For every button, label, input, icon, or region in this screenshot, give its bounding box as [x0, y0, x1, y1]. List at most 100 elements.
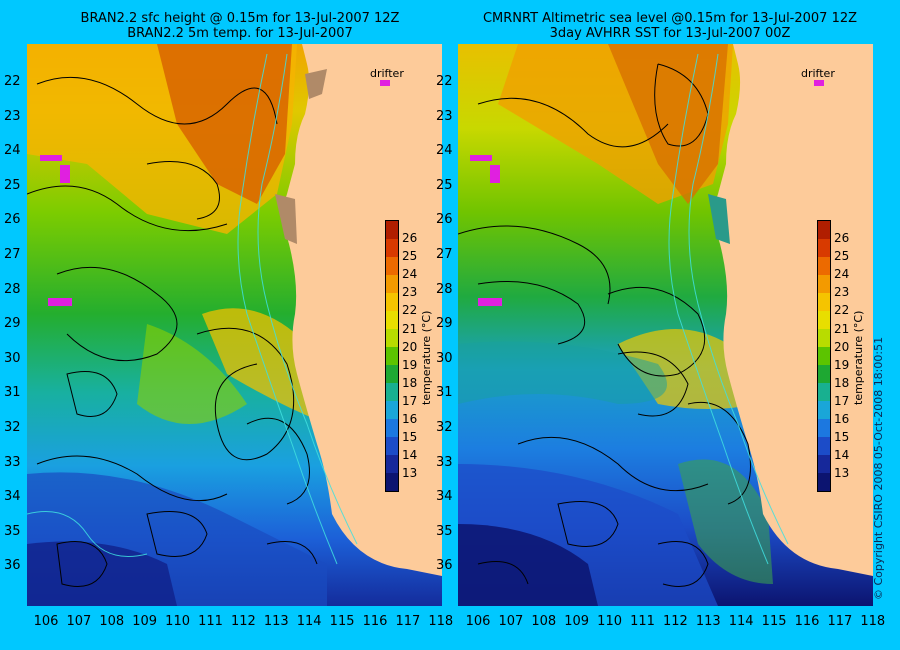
left-colorbar-segment — [386, 347, 398, 366]
australia-land — [283, 44, 442, 576]
left-lon-tick: 114 — [296, 614, 322, 629]
right-lat-tick: 22 — [436, 74, 453, 89]
right-colorbar-axis-label: temperature (°C) — [852, 310, 865, 405]
left-colorbar-segment — [386, 383, 398, 402]
left-colorbar-tick: 13 — [402, 466, 418, 481]
left-colorbar-tick: 19 — [402, 357, 418, 372]
right-colorbar-tick: 26 — [834, 231, 850, 245]
left-lon-tick: 109 — [132, 614, 158, 629]
drifter-label-right: drifter — [801, 67, 835, 80]
left-lat-tick: 22 — [4, 74, 21, 89]
right-lat-tick: 36 — [436, 558, 453, 574]
right-colorbar-segment — [818, 419, 830, 438]
left-colorbar-tick: 17 — [402, 393, 418, 408]
left-lon-tick: 106 — [33, 614, 59, 629]
left-colorbar-segment — [386, 365, 398, 384]
left-colorbar-tick: 24 — [402, 267, 418, 282]
right-colorbar-tick: 20 — [834, 339, 850, 354]
left-map-svg — [27, 44, 442, 606]
right-colorbar-segment — [818, 329, 830, 348]
left-colorbar-frame — [385, 220, 399, 492]
right-lon-tick: 117 — [827, 614, 853, 629]
left-lat-tick: 34 — [4, 489, 21, 505]
right-colorbar-segment — [818, 239, 830, 258]
right-lon-tick: 106 — [465, 614, 491, 629]
right-colorbar-tick: 18 — [834, 375, 850, 390]
left-lat-tick: 30 — [4, 350, 21, 366]
right-colorbar-segment — [818, 221, 830, 240]
left-colorbar-segment — [386, 293, 398, 312]
right-colorbar-frame — [817, 220, 831, 492]
right-lat-tick: 28 — [436, 281, 453, 297]
right-lat-tick: 27 — [436, 247, 453, 262]
right-colorbar-segment — [818, 347, 830, 366]
left-colorbar-segment — [386, 275, 398, 294]
right-lat-tick: 32 — [436, 420, 453, 435]
left-lat-tick: 24 — [4, 143, 21, 159]
left-colorbar-segment — [386, 329, 398, 348]
left-lat-tick: 27 — [4, 247, 21, 262]
right-lat-tick: 24 — [436, 143, 453, 159]
left-colorbar-segment — [386, 437, 398, 456]
right-colorbar-tick: 16 — [834, 412, 850, 426]
left-map-panel — [27, 44, 442, 606]
left-lat-tick: 36 — [4, 558, 21, 574]
left-title-line1: BRAN2.2 sfc height @ 0.15m for 13-Jul-20… — [80, 11, 400, 26]
left-colorbar-tick: 21 — [402, 321, 418, 336]
left-colorbar-segment — [386, 311, 398, 330]
right-lat-tick: 34 — [436, 489, 453, 505]
left-colorbar-tick: 14 — [402, 448, 418, 463]
right-colorbar-tick: 17 — [834, 393, 850, 408]
left-colorbar-tick: 22 — [402, 303, 418, 318]
right-lon-tick: 118 — [860, 614, 886, 629]
right-map-panel — [458, 44, 873, 606]
copyright-text: © Copyright CSIRO 2008 05-Oct-2008 18:00… — [872, 336, 885, 600]
right-lon-tick: 114 — [728, 614, 754, 629]
drifter-marker-left — [380, 80, 390, 86]
right-colorbar-segment — [818, 275, 830, 294]
right-lat-tick: 25 — [436, 177, 453, 193]
right-colorbar-segment — [818, 437, 830, 456]
left-colorbar-segment — [386, 473, 398, 492]
right-lon-tick: 109 — [564, 614, 590, 629]
right-title-line2: 3day AVHRR SST for 13-Jul-2007 00Z — [549, 26, 791, 41]
left-colorbar-tick: 18 — [402, 375, 418, 390]
right-lat-tick: 30 — [436, 350, 453, 366]
right-colorbar-tick: 22 — [834, 303, 850, 318]
left-lat-tick: 32 — [4, 420, 21, 435]
right-colorbar-tick: 23 — [834, 285, 850, 300]
right-colorbar-segment — [818, 365, 830, 384]
right-colorbar-segment — [818, 473, 830, 492]
right-lon-tick: 108 — [531, 614, 557, 629]
left-lon-tick: 110 — [165, 614, 190, 629]
drifter-track-right-1 — [470, 155, 492, 161]
drifter-marker-right — [814, 80, 824, 86]
right-lat-tick: 29 — [436, 316, 453, 332]
left-colorbar-tick: 16 — [402, 412, 418, 426]
right-colorbar-segment — [818, 293, 830, 312]
left-lon-tick: 112 — [230, 614, 256, 629]
right-map-svg — [458, 44, 873, 606]
right-title-line1: CMRNRT Altimetric sea level @0.15m for 1… — [482, 11, 858, 26]
drifter-label-left: drifter — [370, 67, 404, 80]
right-lon-tick: 112 — [662, 614, 688, 629]
left-lat-tick: 26 — [4, 212, 21, 228]
right-lon-tick: 107 — [498, 614, 524, 629]
left-colorbar-tick: 15 — [402, 430, 418, 445]
right-lat-tick: 23 — [436, 108, 453, 124]
right-colorbar-tick: 24 — [834, 267, 850, 282]
right-lon-tick: 113 — [695, 614, 721, 629]
left-colorbar-tick: 23 — [402, 285, 418, 300]
left-colorbar-axis-label: temperature (°C) — [420, 310, 433, 405]
right-lat-tick: 35 — [436, 523, 453, 539]
left-colorbar-segment — [386, 401, 398, 420]
right-colorbar-tick: 13 — [834, 466, 850, 481]
drifter-track-right-2 — [490, 165, 500, 183]
right-colorbar-tick: 21 — [834, 321, 850, 336]
left-lon-tick: 115 — [329, 614, 355, 629]
left-colorbar-tick: 25 — [402, 249, 418, 264]
left-lon-tick: 116 — [362, 614, 388, 629]
left-lon-tick: 111 — [198, 614, 223, 629]
left-colorbar-segment — [386, 239, 398, 258]
right-lon-tick: 115 — [761, 614, 787, 629]
